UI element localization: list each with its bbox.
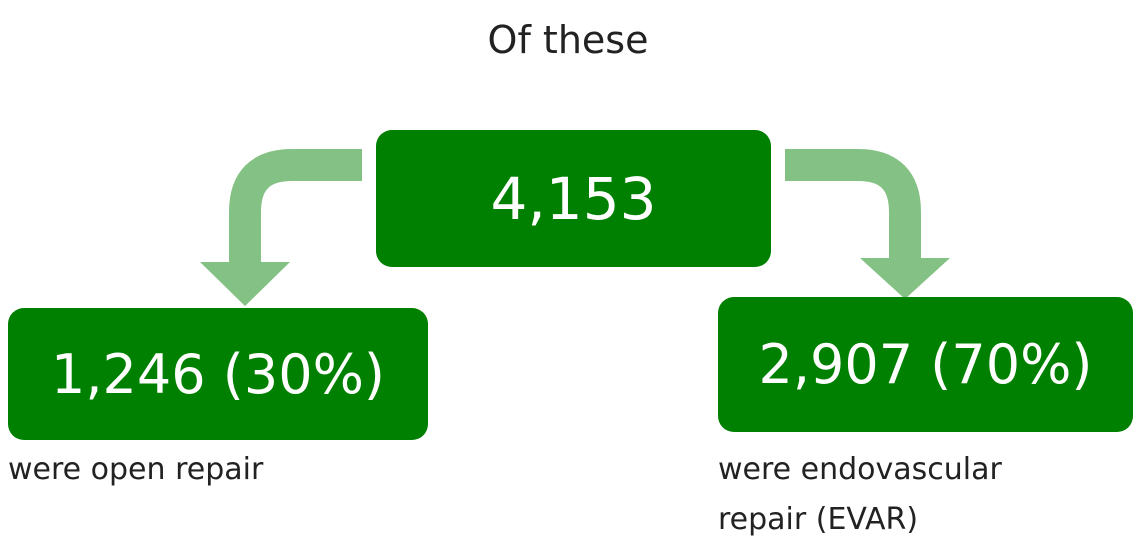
right-node: 2,907 (70%) bbox=[718, 297, 1133, 432]
title: Of these bbox=[487, 18, 649, 62]
arrow-left bbox=[229, 149, 362, 264]
caption-line: repair (EVAR) bbox=[718, 502, 919, 537]
caption-line: were endovascular bbox=[718, 452, 1002, 487]
arrow-right bbox=[785, 149, 921, 260]
total-node: 4,153 bbox=[376, 130, 771, 267]
arrowhead-right bbox=[860, 258, 950, 299]
right-caption: were endovascular repair (EVAR) bbox=[718, 445, 1002, 545]
left-caption: were open repair bbox=[8, 445, 263, 495]
arrowhead-left bbox=[200, 262, 290, 306]
left-node: 1,246 (30%) bbox=[8, 308, 428, 440]
caption-line: were open repair bbox=[8, 452, 264, 487]
